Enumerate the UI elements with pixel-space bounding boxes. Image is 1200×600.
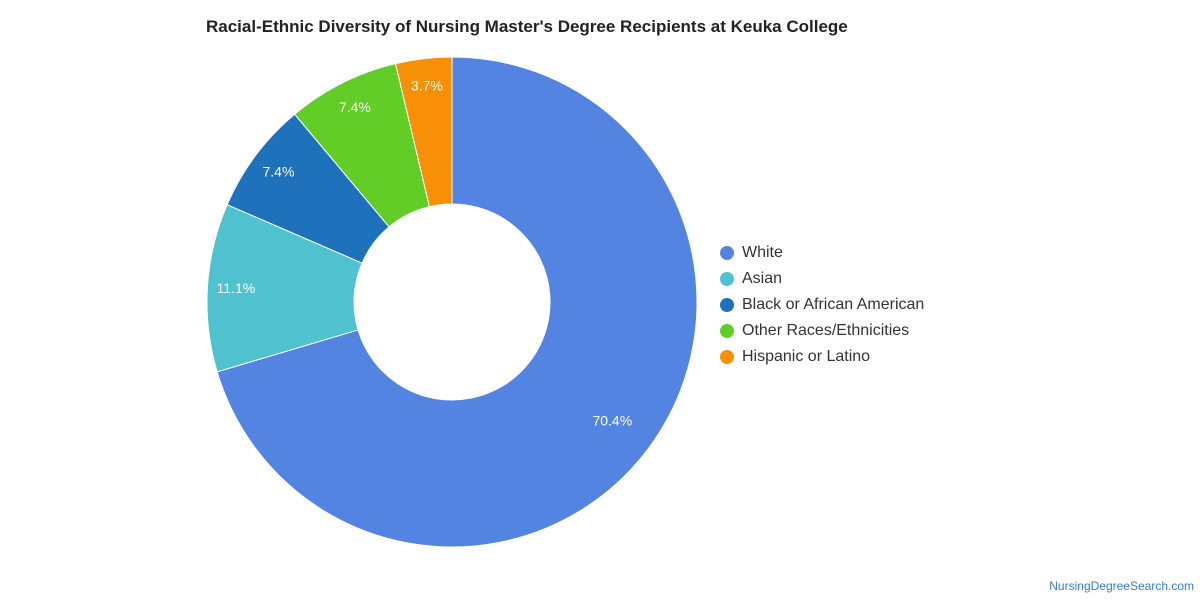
legend-item-other-races[interactable]: Other Races/Ethnicities (720, 318, 924, 344)
legend-swatch (720, 324, 734, 338)
legend-swatch (720, 350, 734, 364)
legend-label: Asian (742, 270, 783, 287)
legend-item-asian[interactable]: Asian (720, 266, 924, 292)
source-link[interactable]: NursingDegreeSearch.com (1049, 579, 1194, 593)
donut-slice-hispanic-or-latino[interactable] (394, 56, 453, 208)
legend-swatch (720, 246, 734, 260)
legend-item-white[interactable]: White (720, 240, 924, 266)
slice-label: 7.4% (339, 99, 371, 115)
chart-legend: White Asian Black or African American Ot… (720, 240, 924, 370)
slice-label: 7.4% (262, 163, 294, 179)
chart-title: Racial-Ethnic Diversity of Nursing Maste… (206, 17, 848, 36)
donut-slice-white[interactable] (216, 56, 698, 548)
legend-label: Black or African American (742, 296, 925, 313)
legend-label: White (742, 244, 783, 261)
legend-item-hispanic-or-latino[interactable]: Hispanic or Latino (720, 344, 924, 370)
legend-label: Other Races/Ethnicities (742, 322, 910, 339)
legend-swatch (720, 298, 734, 312)
slice-label: 70.4% (592, 412, 632, 428)
slice-label: 11.1% (217, 280, 256, 296)
slice-label: 3.7% (411, 78, 443, 94)
legend-item-black-or-african-american[interactable]: Black or African American (720, 292, 924, 318)
legend-label: Hispanic or Latino (742, 348, 871, 365)
legend-swatch (720, 272, 734, 286)
